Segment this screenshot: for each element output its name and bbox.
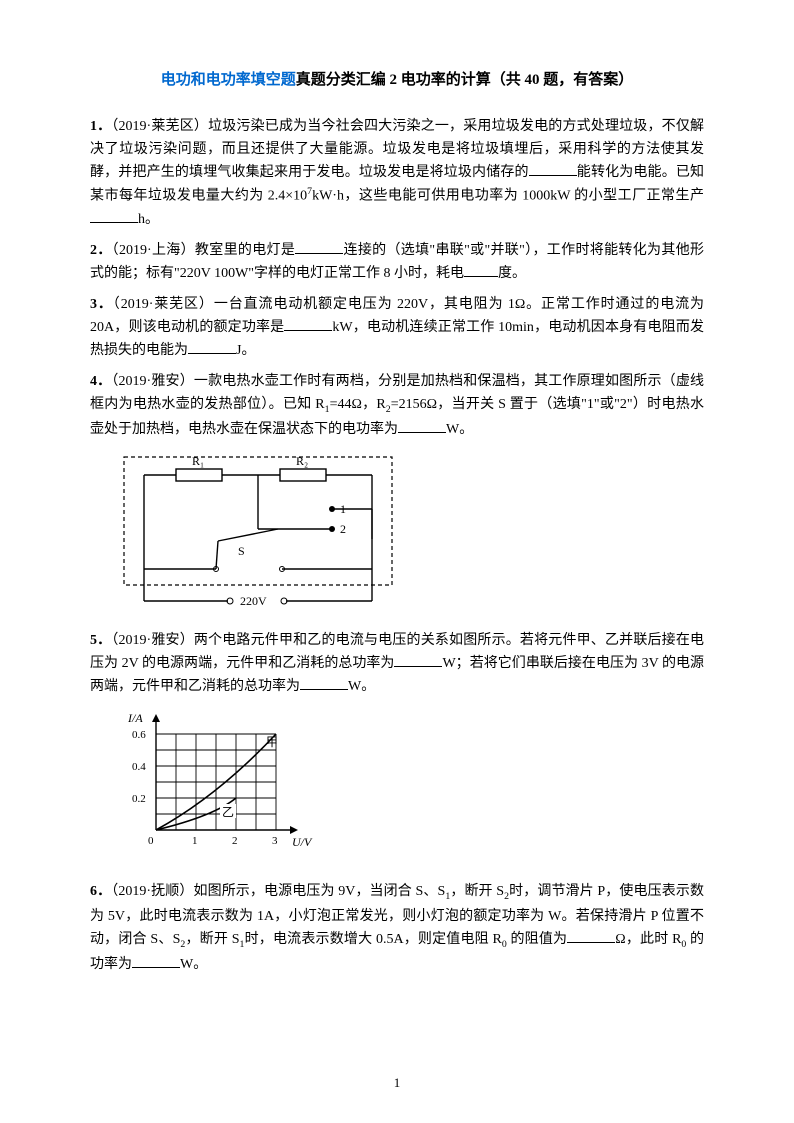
- question-6: 6．（2019·抚顺）如图所示，电源电压为 9V，当闭合 S、S1，断开 S2时…: [90, 880, 704, 976]
- q6-t6: 的阻值为: [507, 932, 567, 947]
- iv-graph: I/A U/V 0 1 2 3 0.2 0.4 0.6 甲 乙: [118, 708, 704, 866]
- q1-src: （2019·莱芜区）: [111, 119, 208, 134]
- blank: [284, 317, 332, 331]
- svg-text:0: 0: [148, 835, 154, 847]
- page-number: 1: [0, 1072, 794, 1093]
- svg-text:S: S: [238, 544, 245, 558]
- blank: [464, 263, 498, 277]
- question-3: 3．（2019·莱芜区）一台直流电动机额定电压为 220V，其电阻为 1Ω。正常…: [90, 293, 704, 362]
- blank: [529, 162, 577, 176]
- blank: [295, 240, 343, 254]
- svg-text:R₁: R₁: [192, 454, 204, 468]
- blank: [132, 954, 180, 968]
- svg-text:2: 2: [232, 835, 238, 847]
- q4-num: 4．: [90, 374, 111, 389]
- q6-num: 6．: [90, 884, 111, 899]
- q4-t4: W。: [446, 422, 473, 437]
- blank: [300, 676, 348, 690]
- title-blue: 电功和电功率填空题: [161, 72, 296, 88]
- q2-src: （2019·上海）: [112, 243, 195, 258]
- q5-num: 5．: [90, 633, 111, 648]
- question-5: 5．（2019·雅安）两个电路元件甲和乙的电流与电压的关系如图所示。若将元件甲、…: [90, 629, 704, 698]
- blank: [90, 209, 138, 223]
- q6-t1: 如图所示，电源电压为 9V，当闭合 S、S: [193, 884, 445, 899]
- q6-t4: ，断开 S: [185, 932, 239, 947]
- q3-t3: J。: [236, 343, 255, 358]
- q2-t1: 教室里的电灯是: [195, 243, 295, 258]
- blank: [398, 419, 446, 433]
- question-2: 2．（2019·上海）教室里的电灯是连接的（选填"串联"或"并联"），工作时将能…: [90, 239, 704, 285]
- svg-text:R₂: R₂: [296, 454, 308, 468]
- q6-t2: ，断开 S: [450, 884, 504, 899]
- svg-text:3: 3: [272, 835, 278, 847]
- q2-t3: 度。: [498, 266, 526, 281]
- circuit-diagram: R₁ R₂ 1 2 S 220V: [118, 451, 704, 614]
- q1-num: 1．: [90, 119, 111, 134]
- q3-src: （2019·莱芜区）: [113, 297, 214, 312]
- svg-text:220V: 220V: [240, 594, 267, 606]
- svg-text:乙: 乙: [222, 805, 234, 819]
- q6-t5: 时，电流表示数增大 0.5A，则定值电阻 R: [244, 932, 501, 947]
- q6-src: （2019·抚顺）: [111, 884, 193, 899]
- q5-t3: W。: [348, 679, 375, 694]
- q4-t2: =44Ω，R: [330, 397, 386, 412]
- q1-t3: kW·h，这些电能可供用电功率为 1000kW 的小型工厂正常生产: [312, 189, 704, 204]
- svg-text:0.2: 0.2: [132, 793, 146, 805]
- blank: [567, 929, 615, 943]
- svg-text:甲: 甲: [266, 735, 278, 749]
- q3-num: 3．: [90, 297, 113, 312]
- svg-text:U/V: U/V: [292, 835, 313, 849]
- page-title: 电功和电功率填空题真题分类汇编 2 电功率的计算（共 40 题，有答案）: [90, 68, 704, 93]
- q4-src: （2019·雅安）: [111, 374, 194, 389]
- title-black: 真题分类汇编 2 电功率的计算（共 40 题，有答案）: [296, 72, 634, 88]
- blank: [188, 340, 236, 354]
- svg-text:I/A: I/A: [127, 711, 143, 725]
- q2-num: 2．: [90, 243, 112, 258]
- question-1: 1．（2019·莱芜区）垃圾污染已成为当今社会四大污染之一，采用垃圾发电的方式处…: [90, 115, 704, 231]
- svg-text:1: 1: [192, 835, 198, 847]
- blank: [394, 653, 442, 667]
- svg-text:0.6: 0.6: [132, 729, 146, 741]
- q1-t4: h。: [138, 212, 159, 227]
- q6-t7: Ω，此时 R: [615, 932, 681, 947]
- q6-t9: W。: [180, 957, 207, 972]
- svg-text:2: 2: [340, 522, 346, 536]
- svg-text:0.4: 0.4: [132, 761, 146, 773]
- q5-src: （2019·雅安）: [111, 633, 194, 648]
- question-4: 4．（2019·雅安）一款电热水壶工作时有两档，分别是加热档和保温档，其工作原理…: [90, 370, 704, 441]
- svg-text:1: 1: [340, 502, 346, 516]
